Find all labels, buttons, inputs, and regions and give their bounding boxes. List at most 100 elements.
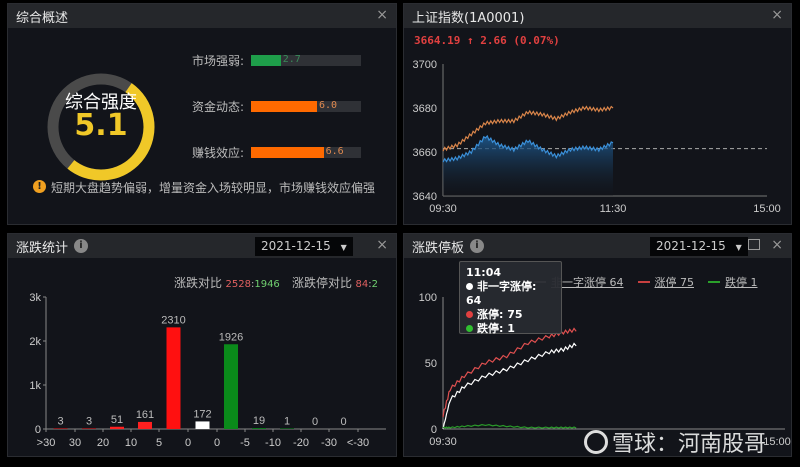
limits-chart: 100 50 009:30 15:00 (419, 292, 791, 448)
bar (110, 426, 124, 429)
chart-legend: 非一字涨停 64 涨停 75 跌停 1 (534, 274, 758, 290)
warning-icon: ! (33, 180, 46, 193)
legend-item[interactable]: 跌停 1 (708, 274, 758, 290)
snowball-logo-icon (584, 430, 608, 454)
close-icon[interactable]: × (376, 7, 388, 23)
x-tick-label: >30 (37, 437, 56, 449)
y-tick-label: 3k (29, 292, 41, 304)
tooltip-value: 涨停: 75 (477, 308, 523, 321)
bar-value-label: 161 (136, 409, 154, 421)
bar-value-label: 3 (86, 416, 92, 428)
x-tick-label: -20 (293, 437, 309, 449)
metric-label: 资金动态: (192, 100, 245, 114)
price-line (442, 134, 614, 163)
tooltip-value: 非一字涨停: 64 (466, 280, 537, 307)
metric-bar-fill (251, 147, 324, 158)
x-tick-label: 20 (97, 437, 109, 449)
metric-bar: 6.6 (251, 146, 361, 158)
metric-label: 赚钱效应: (192, 146, 245, 160)
tooltip-value: 跌停: 1 (477, 322, 515, 335)
updown-ratio: 涨跌对比 2528:1946 (174, 274, 280, 291)
chevron-down-icon: ▼ (340, 243, 347, 252)
panel-title: 涨跌统计 (16, 240, 69, 256)
legend-item[interactable]: 涨停 75 (637, 274, 694, 290)
info-icon[interactable]: i (74, 239, 89, 253)
up-count: 2528 (225, 279, 251, 290)
y-tick-label: 3700 (413, 59, 437, 71)
ratio-label: 涨跌对比 (174, 276, 223, 290)
date-value: 2021-12-15 (656, 239, 726, 253)
tooltip-time: 11:04 (466, 266, 502, 279)
info-icon[interactable]: i (470, 239, 485, 253)
close-icon[interactable]: × (376, 237, 388, 253)
bar (82, 428, 96, 429)
metric-bar: 2.7 (251, 54, 361, 66)
tooltip-row: 涨停: 75 (466, 308, 555, 322)
metric-bar-fill (251, 101, 317, 112)
bar (138, 421, 152, 429)
x-tick-label: 0 (185, 437, 191, 449)
y-tick-label: 2k (29, 336, 41, 348)
date-select[interactable]: 2021-12-15 ▼ (255, 237, 353, 256)
panel-title: 涨跌停板 (412, 240, 465, 256)
x-tick-label: <-30 (347, 437, 369, 449)
bar-value-label: 3 (57, 416, 63, 428)
y-tick-label: 3680 (413, 103, 437, 115)
limit-ratio: 涨跌停对比 84:2 (292, 274, 378, 291)
bar-value-label: 51 (111, 414, 123, 426)
series-line (442, 424, 577, 429)
down-count: 1946 (254, 279, 280, 290)
y-tick-label: 100 (419, 292, 437, 304)
overview-panel: 综合概述 × 综合强度 5.1 市场强弱: 2.7 资金动态: 6.0 赚钱效应: 6… (7, 3, 397, 225)
x-tick-label: 15:00 (753, 203, 781, 215)
y-tick-label: 3640 (413, 191, 437, 203)
bar-value-label: 1926 (219, 331, 243, 343)
bar (224, 344, 238, 429)
bar-value-label: 0 (340, 416, 346, 428)
limit-up-count: 84 (355, 279, 369, 290)
calendar-icon[interactable] (748, 239, 760, 250)
bar-value-label: 0 (312, 416, 318, 428)
bar-value-label: 172 (193, 408, 211, 420)
dot-icon (466, 311, 473, 318)
bar (195, 421, 210, 429)
bar (252, 428, 266, 429)
limit-label: 涨跌停对比 (292, 276, 353, 290)
close-icon[interactable]: × (771, 7, 783, 23)
metric-value: 6.6 (325, 146, 344, 157)
legend-swatch (708, 281, 720, 283)
y-tick-label: 50 (425, 358, 437, 370)
legend-swatch (637, 281, 650, 283)
limits-panel: 涨跌停板 i 2021-12-15 ▼ × 100 50 0 09:30 15:00 非一… (403, 233, 792, 457)
metric-value: 2.7 (282, 54, 301, 65)
metric-bar: 6.0 (251, 100, 361, 112)
index-quote: 3664.19 ↑ 2.66 (0.07%) (414, 34, 560, 47)
bar-value-label: 2310 (161, 314, 185, 326)
index-panel: 上证指数(1A0001) × 3664.19 ↑ 2.66 (0.07%) 370… (403, 3, 792, 225)
x-tick-label: 5 (156, 437, 162, 449)
series-line (442, 327, 577, 418)
bar (280, 428, 294, 429)
strength-gauge (47, 73, 155, 181)
summary-note: 短期大盘趋势偏弱，增量资金入场较明显，市场赚钱效应偏强 (51, 181, 376, 195)
date-select[interactable]: 2021-12-15 ▼ (650, 237, 748, 256)
bar-value-label: 19 (253, 415, 265, 427)
metric-label: 市场强弱: (192, 54, 245, 68)
dot-icon (466, 283, 473, 290)
y-tick-label: 0 (35, 424, 41, 436)
ratio-sep: : (368, 279, 372, 290)
panel-title: 上证指数(1A0001) (412, 10, 525, 26)
price-area (443, 135, 613, 196)
y-tick-label: 3660 (413, 147, 437, 159)
chevron-down-icon: ▼ (735, 243, 742, 252)
x-tick-label: 11:30 (600, 203, 627, 215)
metric-value: 6.0 (319, 100, 338, 111)
x-tick-label: 30 (69, 437, 81, 449)
x-tick-label: -5 (240, 437, 250, 449)
x-tick-label: -30 (321, 437, 337, 449)
close-icon[interactable]: × (771, 237, 783, 253)
tooltip-row: 非一字涨停: 64 (466, 280, 555, 308)
x-tick-label: 09:30 (429, 203, 457, 215)
